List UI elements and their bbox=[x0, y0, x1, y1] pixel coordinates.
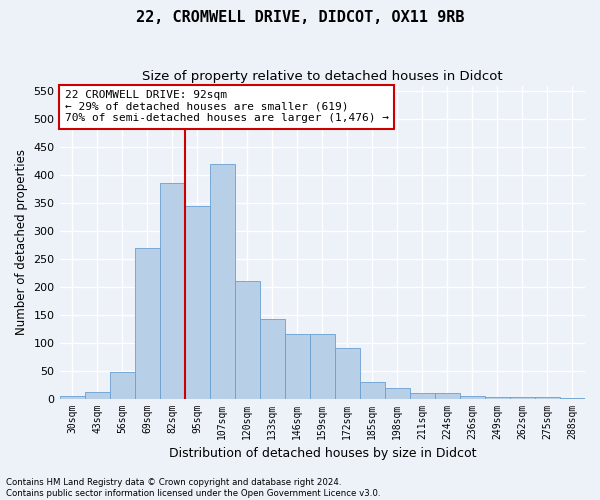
Bar bbox=[110, 372, 134, 398]
Bar bbox=[85, 392, 110, 398]
Text: 22, CROMWELL DRIVE, DIDCOT, OX11 9RB: 22, CROMWELL DRIVE, DIDCOT, OX11 9RB bbox=[136, 10, 464, 25]
Bar bbox=[435, 393, 460, 398]
Bar bbox=[360, 382, 385, 398]
Bar bbox=[185, 206, 209, 398]
Bar bbox=[260, 318, 285, 398]
X-axis label: Distribution of detached houses by size in Didcot: Distribution of detached houses by size … bbox=[169, 447, 476, 460]
Text: Contains HM Land Registry data © Crown copyright and database right 2024.
Contai: Contains HM Land Registry data © Crown c… bbox=[6, 478, 380, 498]
Bar bbox=[410, 393, 435, 398]
Text: 22 CROMWELL DRIVE: 92sqm
← 29% of detached houses are smaller (619)
70% of semi-: 22 CROMWELL DRIVE: 92sqm ← 29% of detach… bbox=[65, 90, 389, 124]
Bar bbox=[385, 388, 410, 398]
Bar bbox=[310, 334, 335, 398]
Title: Size of property relative to detached houses in Didcot: Size of property relative to detached ho… bbox=[142, 70, 503, 83]
Y-axis label: Number of detached properties: Number of detached properties bbox=[15, 149, 28, 335]
Bar bbox=[460, 396, 485, 398]
Bar bbox=[59, 396, 85, 398]
Bar bbox=[209, 164, 235, 398]
Bar bbox=[335, 348, 360, 399]
Bar bbox=[134, 248, 160, 398]
Bar bbox=[510, 397, 535, 398]
Bar bbox=[160, 184, 185, 398]
Bar bbox=[285, 334, 310, 398]
Bar bbox=[235, 281, 260, 398]
